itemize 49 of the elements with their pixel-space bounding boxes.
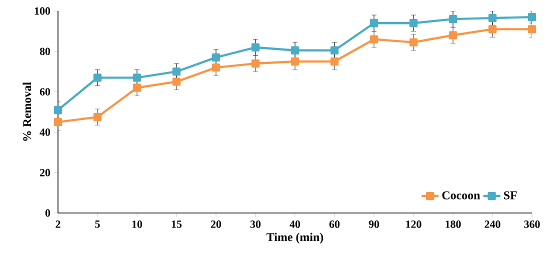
point [54, 118, 62, 126]
point [212, 53, 220, 62]
x-tick-label: 60 [329, 220, 340, 228]
point [251, 59, 260, 68]
x-tick-label: 10 [132, 220, 142, 228]
x-tick-label: 15 [172, 220, 182, 228]
point [93, 74, 102, 82]
y-tick-label: 80 [40, 48, 50, 56]
x-tick-label: 120 [406, 220, 422, 228]
point [251, 43, 260, 52]
x-tick-label: 240 [484, 220, 500, 228]
y-tick-label: 20 [40, 168, 50, 176]
x-tick-label: 90 [368, 220, 380, 228]
point [132, 84, 142, 92]
point [409, 19, 418, 28]
point [488, 25, 497, 34]
point [330, 46, 339, 54]
x-tick-label: 180 [446, 220, 461, 228]
point [172, 78, 181, 86]
point [93, 112, 102, 122]
legend-label: Cocoon [442, 191, 480, 200]
y-tick-label: 60 [40, 88, 50, 96]
point [448, 14, 458, 24]
point [488, 14, 497, 22]
point [330, 57, 339, 66]
x-axis-title: Time (min) [266, 232, 324, 244]
x-tick-label: 30 [250, 220, 261, 228]
y-tick-label: 0 [45, 209, 50, 217]
x-tick-label: 40 [290, 220, 300, 228]
x-tick-label: 20 [210, 220, 222, 228]
x-tick-label: 2 [56, 220, 60, 228]
point [212, 63, 220, 72]
point [370, 19, 378, 28]
point [290, 46, 300, 54]
x-tick-label: 5 [95, 220, 100, 228]
point [528, 12, 536, 22]
legend-label: SF [504, 191, 517, 200]
point [528, 25, 536, 34]
point [132, 74, 142, 82]
x-tick-label: 360 [524, 220, 540, 228]
point [172, 68, 181, 76]
point [290, 57, 300, 66]
y-tick-label: 40 [40, 128, 50, 136]
point [54, 106, 62, 114]
point [409, 38, 418, 46]
point [370, 35, 378, 44]
point [448, 31, 458, 40]
y-tick-label: 100 [34, 7, 50, 15]
y-axis-title: % Removal [22, 82, 32, 141]
